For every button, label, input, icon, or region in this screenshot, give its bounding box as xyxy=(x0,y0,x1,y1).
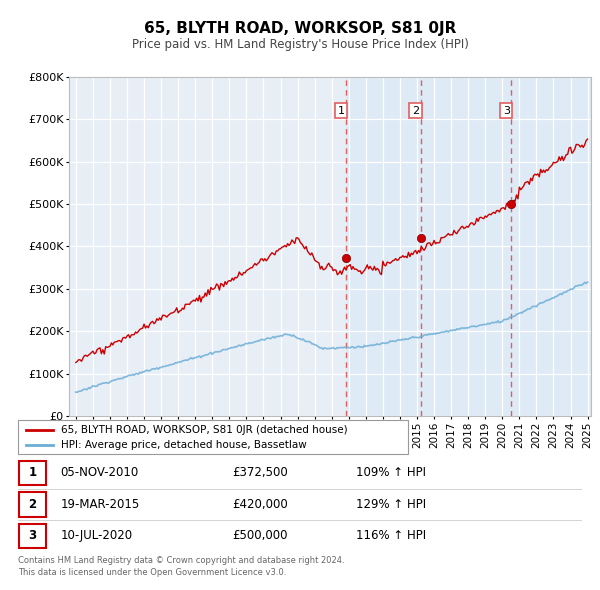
Text: 1: 1 xyxy=(29,467,37,480)
Bar xyxy=(19,492,46,517)
Text: 1: 1 xyxy=(338,106,344,116)
Text: 19-MAR-2015: 19-MAR-2015 xyxy=(60,498,140,511)
Bar xyxy=(19,461,46,485)
Text: 2: 2 xyxy=(29,498,37,511)
Text: Price paid vs. HM Land Registry's House Price Index (HPI): Price paid vs. HM Land Registry's House … xyxy=(131,38,469,51)
Text: 116% ↑ HPI: 116% ↑ HPI xyxy=(356,529,427,542)
Text: HPI: Average price, detached house, Bassetlaw: HPI: Average price, detached house, Bass… xyxy=(61,440,307,450)
Text: 2: 2 xyxy=(412,106,419,116)
Text: Contains HM Land Registry data © Crown copyright and database right 2024.
This d: Contains HM Land Registry data © Crown c… xyxy=(18,556,344,576)
Text: £500,000: £500,000 xyxy=(232,529,288,542)
Text: 65, BLYTH ROAD, WORKSOP, S81 0JR: 65, BLYTH ROAD, WORKSOP, S81 0JR xyxy=(144,21,456,35)
Bar xyxy=(19,524,46,548)
Text: 65, BLYTH ROAD, WORKSOP, S81 0JR (detached house): 65, BLYTH ROAD, WORKSOP, S81 0JR (detach… xyxy=(61,425,347,435)
Text: 109% ↑ HPI: 109% ↑ HPI xyxy=(356,467,427,480)
Text: 3: 3 xyxy=(29,529,37,542)
Text: 10-JUL-2020: 10-JUL-2020 xyxy=(60,529,133,542)
Bar xyxy=(346,77,591,416)
Text: £372,500: £372,500 xyxy=(232,467,288,480)
Text: 05-NOV-2010: 05-NOV-2010 xyxy=(60,467,139,480)
Text: £420,000: £420,000 xyxy=(232,498,288,511)
Text: 3: 3 xyxy=(503,106,510,116)
Text: 129% ↑ HPI: 129% ↑ HPI xyxy=(356,498,427,511)
